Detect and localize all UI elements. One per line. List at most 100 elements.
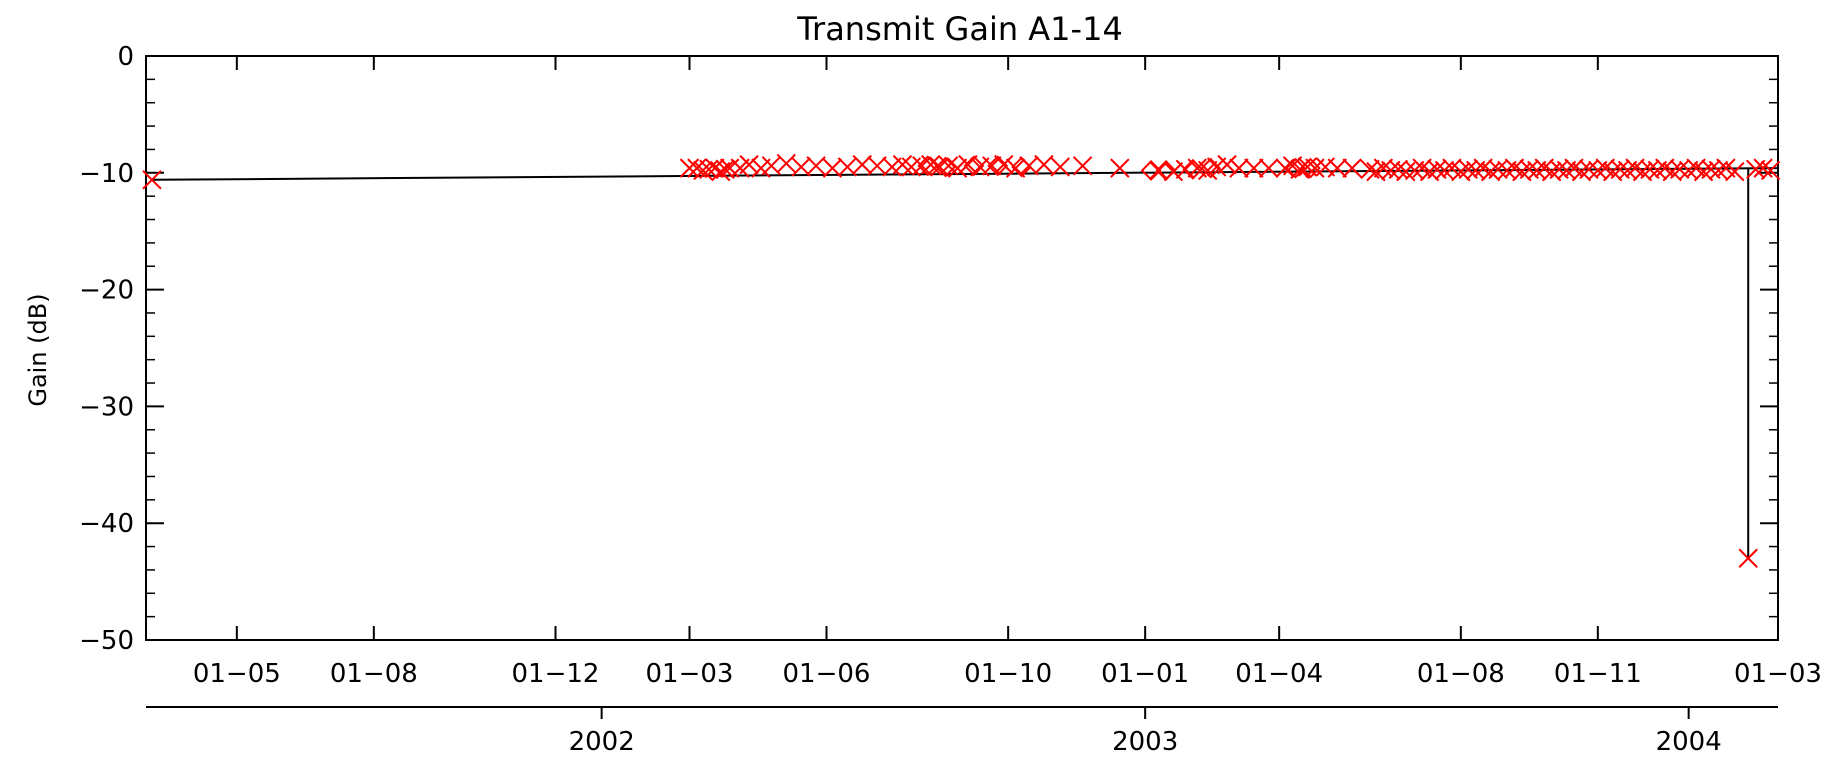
data-point-x — [1701, 159, 1721, 180]
data-point-x — [1670, 159, 1690, 180]
data-point-x — [929, 157, 950, 177]
y-axis-label: Gain (dB) — [24, 293, 52, 406]
data-point-x — [822, 158, 843, 178]
data-point-x — [1678, 160, 1699, 181]
x-tick-label: 01−08 — [330, 659, 418, 689]
data-point-x — [1072, 156, 1093, 176]
data-point-diamond — [1285, 157, 1306, 179]
data-point-x — [1693, 161, 1714, 182]
data-point-x — [1388, 159, 1408, 180]
data-point-x — [1451, 161, 1471, 182]
y-tick-label: −50 — [79, 626, 134, 656]
data-point-x — [1275, 158, 1295, 178]
data-point-x — [791, 157, 811, 177]
x-tick-label: 01−04 — [1235, 659, 1323, 689]
x-tick-label: 01−12 — [512, 659, 600, 689]
x-tick-label: 01−06 — [783, 659, 871, 689]
data-point-x — [142, 170, 162, 190]
data-point-x — [1466, 160, 1486, 181]
data-point-x — [739, 154, 759, 175]
data-point-x — [1549, 159, 1569, 180]
data-point-x — [1617, 160, 1638, 181]
y-tick-label: −30 — [79, 392, 134, 422]
data-point-x — [1527, 160, 1547, 181]
y-tick-label: −40 — [79, 509, 134, 539]
data-point-x — [699, 159, 719, 180]
data-point-diamond — [1300, 157, 1321, 179]
data-point-x — [1588, 160, 1608, 181]
x-tick-label: 01−05 — [193, 659, 281, 689]
data-point-x — [958, 154, 978, 175]
data-point-x — [1244, 158, 1264, 178]
data-point-x — [993, 154, 1014, 175]
data-point-x — [947, 158, 968, 178]
y-tick-label: −10 — [79, 159, 134, 189]
plot-frame — [145, 55, 1779, 641]
data-point-x — [806, 156, 826, 176]
data-point-x — [1725, 161, 1745, 182]
data-point-x — [1404, 160, 1425, 181]
data-point-x — [1381, 160, 1401, 181]
data-point-x — [1050, 157, 1070, 177]
year-tick-label: 2002 — [569, 727, 635, 757]
data-point-diamond — [917, 155, 939, 177]
data-point-x — [1110, 158, 1130, 178]
data-point-diamond — [963, 155, 985, 177]
data-point-x — [1488, 159, 1508, 180]
data-point-x — [776, 153, 796, 174]
data-point-x — [1217, 154, 1237, 175]
data-point-x — [1760, 160, 1781, 181]
data-point-x — [1662, 161, 1682, 182]
data-point-diamond — [935, 156, 957, 178]
data-point-diamond — [1140, 160, 1162, 181]
year-tick-label: 2004 — [1656, 727, 1722, 757]
data-point-x — [1434, 160, 1455, 181]
data-point-diamond — [1200, 157, 1222, 179]
data-point-x — [1579, 159, 1599, 180]
data-point-x — [1753, 158, 1773, 178]
data-point-diamond — [1155, 160, 1177, 181]
data-point-x — [1647, 160, 1668, 181]
data-point-x — [1497, 160, 1517, 181]
y-tick-label: 0 — [117, 42, 134, 72]
data-point-x — [1512, 161, 1532, 182]
x-tick-label: 01−10 — [964, 659, 1052, 689]
data-point-x — [1640, 159, 1660, 180]
data-point-x — [1738, 548, 1758, 568]
data-point-x — [1603, 161, 1623, 182]
data-point-x — [1327, 158, 1347, 178]
data-point-x — [1458, 159, 1478, 180]
data-point-x — [1541, 161, 1562, 182]
data-point-x — [1229, 158, 1249, 178]
data-point-diamond — [1011, 156, 1032, 178]
data-point-x — [1396, 161, 1416, 182]
data-point-x — [715, 159, 735, 180]
data-point-x — [1342, 158, 1362, 178]
data-point-x — [1745, 159, 1766, 180]
data-point-x — [1519, 159, 1540, 180]
data-point-x — [720, 158, 740, 178]
x-tick-label: 01−03 — [1734, 659, 1822, 689]
x-tick-label: 01−11 — [1554, 659, 1642, 689]
data-point-x — [1708, 160, 1729, 181]
data-point-x — [1480, 161, 1501, 182]
data-point-x — [852, 154, 872, 175]
data-point-diamond — [987, 155, 1009, 177]
data-point-x — [1373, 158, 1394, 178]
data-point-x — [1610, 159, 1630, 180]
data-point-diamond — [1182, 158, 1204, 180]
data-point-x — [693, 160, 713, 181]
data-point-x — [1427, 159, 1447, 180]
data-point-x — [912, 156, 932, 176]
data-point-x — [1419, 161, 1440, 182]
data-point-x — [1632, 161, 1653, 182]
data-point-x — [867, 156, 887, 176]
x-tick-label: 01−01 — [1101, 659, 1189, 689]
x-tick-label: 01−03 — [646, 659, 734, 689]
data-point-x — [1148, 160, 1169, 181]
data-point-x — [1571, 161, 1592, 182]
y-tick-label: −20 — [79, 276, 134, 306]
x-tick-label: 01−08 — [1417, 659, 1505, 689]
data-point-x — [1259, 158, 1279, 178]
